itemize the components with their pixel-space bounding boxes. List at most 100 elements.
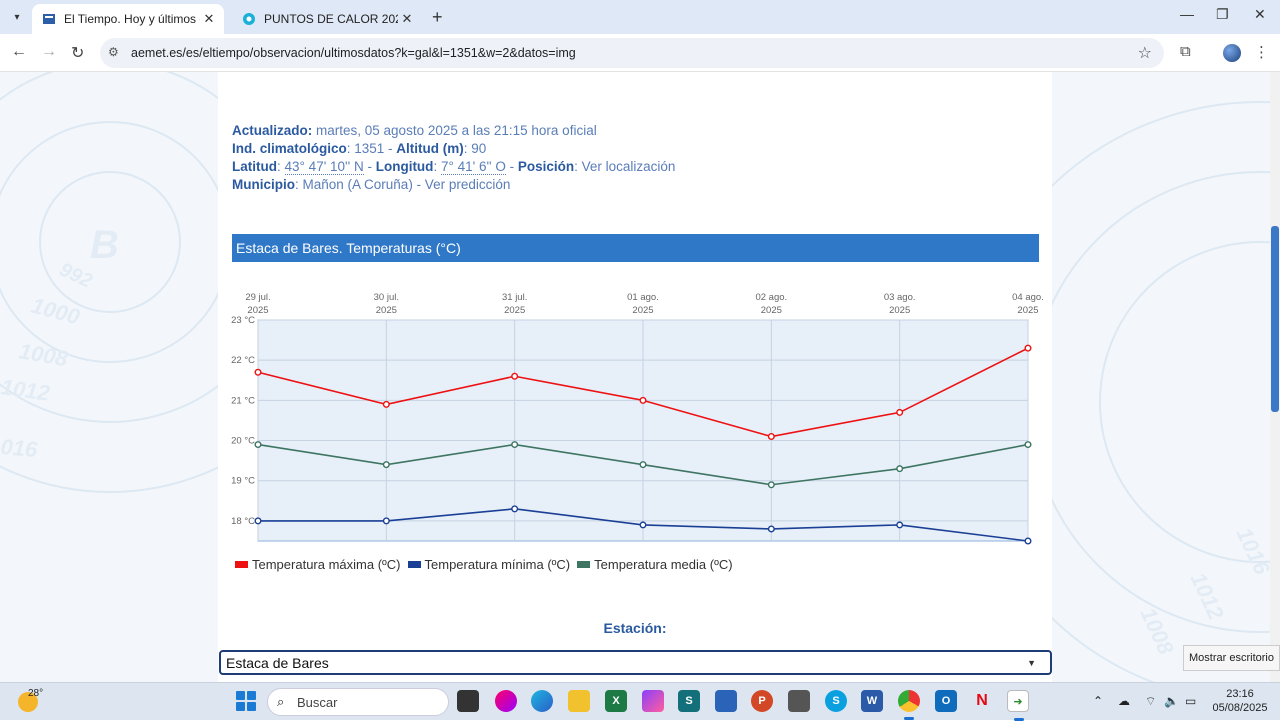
data-point-2 <box>254 441 262 449</box>
x-tick-label-year: 2025 <box>247 305 268 316</box>
clock-time: 23:16 <box>1226 688 1254 700</box>
maximize-icon[interactable]: ❐ <box>1216 6 1229 22</box>
svg-text:016: 016 <box>0 434 39 462</box>
store-icon[interactable] <box>715 690 737 712</box>
app-icon[interactable]: ➜ <box>1007 690 1029 721</box>
edge-icon[interactable] <box>531 690 553 712</box>
start-button[interactable] <box>236 691 256 711</box>
y-tick-label: 20 °C <box>231 436 255 447</box>
legend-item-media[interactable]: Temperatura media (ºC) <box>577 557 733 572</box>
data-point-2 <box>639 461 647 469</box>
minimize-icon[interactable]: — <box>1180 6 1194 22</box>
data-point-0 <box>511 372 519 380</box>
coordinates-line: Latitud: 43° 47' 10'' N - Longitud: 7° 4… <box>232 159 676 175</box>
data-point-0 <box>254 368 262 376</box>
data-point-2 <box>896 465 904 473</box>
station-select[interactable]: Estaca de Bares ▼ <box>219 650 1052 675</box>
profile-avatar[interactable] <box>1223 44 1241 62</box>
svg-text:1008: 1008 <box>1135 604 1179 660</box>
wifi-icon[interactable]: ⌔ <box>1145 694 1157 708</box>
sway-icon[interactable]: S <box>678 690 700 712</box>
close-tab-icon[interactable]: ✕ <box>401 11 413 26</box>
address-bar[interactable]: ⚙ aemet.es/es/eltiempo/observacion/ultim… <box>100 38 1164 68</box>
tab-puntos-de-calor[interactable]: PUNTOS DE CALOR 2025 - Pág ✕ <box>232 4 422 34</box>
web-page: B 992 1000 1008 1012 016 1016 1012 1008 … <box>0 72 1280 682</box>
data-point-1 <box>767 525 775 533</box>
reload-icon[interactable]: ↻ <box>71 45 85 62</box>
latitude-value: 43° 47' 10'' N <box>284 159 364 175</box>
close-tab-icon[interactable]: ✕ <box>203 11 215 26</box>
x-tick-label-year: 2025 <box>376 305 397 316</box>
dropdown-arrow-icon: ▼ <box>1027 658 1036 668</box>
search-placeholder: Buscar <box>297 695 338 710</box>
url-text[interactable]: aemet.es/es/eltiempo/observacion/ultimos… <box>131 46 576 60</box>
netflix-icon[interactable]: N <box>976 692 988 709</box>
data-point-0 <box>896 408 904 416</box>
excel-icon[interactable]: X <box>605 690 627 712</box>
forward-icon[interactable]: → <box>41 43 57 60</box>
outlook-icon[interactable]: O <box>935 690 957 712</box>
back-icon[interactable]: ← <box>11 43 27 60</box>
taskbar: 28° ⌕ Buscar X S P S W O N ➜ ⌃ ☁ ⌔ 🔈 ▭ 2… <box>0 682 1280 721</box>
x-tick-label-year: 2025 <box>761 305 782 316</box>
tab-title: PUNTOS DE CALOR 2025 - Pág <box>264 12 398 26</box>
legend-item-min[interactable]: Temperatura mínima (ºC) <box>407 557 570 572</box>
y-tick-label: 19 °C <box>231 476 255 487</box>
x-tick-label: 31 jul. <box>502 292 527 303</box>
y-tick-label: 23 °C <box>231 315 255 326</box>
show-desktop-tooltip: Mostrar escritorio <box>1183 645 1280 671</box>
scrollbar-thumb[interactable] <box>1271 226 1279 412</box>
x-tick-label: 02 ago. <box>755 292 787 303</box>
y-tick-label: 21 °C <box>231 395 255 406</box>
tab-search-chevron-icon[interactable]: ▾ <box>14 11 20 23</box>
station-info: Actualizado: martes, 05 agosto 2025 a la… <box>232 122 675 194</box>
svg-text:1000: 1000 <box>29 293 83 330</box>
svg-text:1008: 1008 <box>17 338 70 371</box>
sheets-favicon-icon <box>243 13 255 25</box>
chrome-icon[interactable] <box>898 690 920 720</box>
battery-icon[interactable]: ▭ <box>1185 694 1197 708</box>
menu-icon[interactable]: ⋮ <box>1254 44 1269 61</box>
word-icon[interactable]: W <box>861 690 883 712</box>
site-settings-icon[interactable]: ⚙ <box>108 45 119 59</box>
volume-icon[interactable]: 🔈 <box>1164 694 1179 708</box>
ver-prediccion-link[interactable]: : Mañon (A Coruña) - Ver predicción <box>295 177 511 192</box>
taskbar-search[interactable]: ⌕ Buscar <box>267 688 449 716</box>
indicator-line: Ind. climatológico: 1351 - Altitud (m): … <box>232 141 487 156</box>
temperature-chart: 23 °C 22 °C 21 °C 20 °C 19 °C 18 °C 29 jul. 202… <box>231 292 1044 545</box>
network-cloud-icon[interactable]: ☁ <box>1118 694 1130 708</box>
aemet-favicon-icon <box>43 14 55 24</box>
copilot-icon[interactable] <box>495 690 517 712</box>
isobar-background: B 992 1000 1008 1012 016 1016 1012 1008 <box>0 72 1280 682</box>
task-view-icon[interactable] <box>457 690 479 712</box>
data-point-0 <box>382 400 390 408</box>
calculator-icon[interactable] <box>788 690 810 712</box>
bookmark-star-icon[interactable]: ☆ <box>1137 45 1152 62</box>
weather-sun-icon <box>18 692 38 712</box>
ver-localizacion-link[interactable]: : Ver localización <box>574 159 676 174</box>
skype-icon[interactable]: S <box>825 690 847 712</box>
new-tab-icon[interactable]: + <box>432 7 443 27</box>
tray-chevron-icon[interactable]: ⌃ <box>1093 694 1104 708</box>
data-point-0 <box>639 396 647 404</box>
clock[interactable]: 23:16 05/08/2025 <box>1208 687 1272 715</box>
file-explorer-icon[interactable] <box>568 690 590 712</box>
data-point-2 <box>767 481 775 489</box>
main-content: Actualizado: martes, 05 agosto 2025 a la… <box>218 72 1052 682</box>
legend-swatch <box>577 561 591 568</box>
tab-el-tiempo[interactable]: El Tiempo. Hoy y últimos días: E ✕ <box>32 4 224 34</box>
legend-swatch <box>235 561 248 568</box>
legend-item-max[interactable]: Temperatura máxima (ºC) <box>235 557 401 572</box>
longitude-value: 7° 41' 6'' O <box>440 159 506 175</box>
x-tick-label: 30 jul. <box>374 292 399 303</box>
data-point-1 <box>254 517 262 525</box>
extensions-icon[interactable]: ⧉ <box>1180 43 1191 60</box>
photos-icon[interactable] <box>642 690 664 712</box>
y-tick-label: 18 °C <box>231 516 255 527</box>
tab-strip: ▾ El Tiempo. Hoy y últimos días: E ✕ PUN… <box>0 0 1280 34</box>
chart-header: Estaca de Bares. Temperaturas (°C) <box>232 234 1039 262</box>
data-point-0 <box>1024 344 1032 352</box>
svg-text:1012: 1012 <box>1185 569 1229 625</box>
powerpoint-icon[interactable]: P <box>751 690 773 712</box>
close-window-icon[interactable]: ✕ <box>1254 6 1266 22</box>
